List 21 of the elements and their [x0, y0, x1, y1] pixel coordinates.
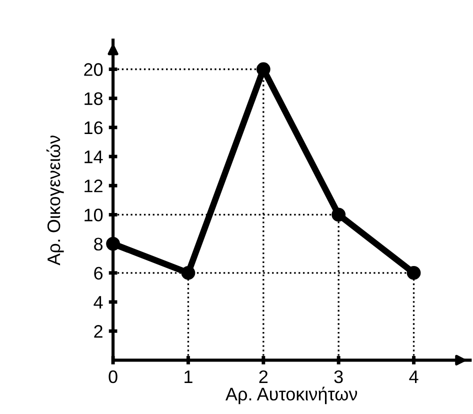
y-tick-label: 16 [84, 121, 103, 134]
y-tick-label: 8 [94, 238, 103, 251]
y-tick-label: 20 [84, 63, 103, 76]
point [406, 266, 421, 280]
y-tick-label: 6 [94, 266, 103, 280]
y-axis-title: Αρ. Οικογενειών [46, 136, 64, 266]
y-tick-label: 2 [94, 325, 102, 338]
point [106, 236, 120, 251]
x-tick-label: 1 [184, 370, 192, 383]
y-tick-label: 18 [84, 92, 103, 106]
point [332, 208, 346, 222]
point [181, 266, 196, 280]
y-tick-label: 10 [84, 208, 103, 222]
x-tick-label: 3 [334, 370, 343, 384]
x-axis-title: Αρ. Αυτοκινήτων [225, 386, 358, 404]
y-tick-label: 12 [84, 180, 102, 192]
x-tick-label: 0 [108, 370, 118, 384]
x-tick-label: 2 [259, 370, 268, 383]
x-tick-label: 4 [409, 370, 418, 383]
y-tick-label: 4 [94, 296, 103, 309]
y-tick-label: 14 [84, 150, 103, 164]
